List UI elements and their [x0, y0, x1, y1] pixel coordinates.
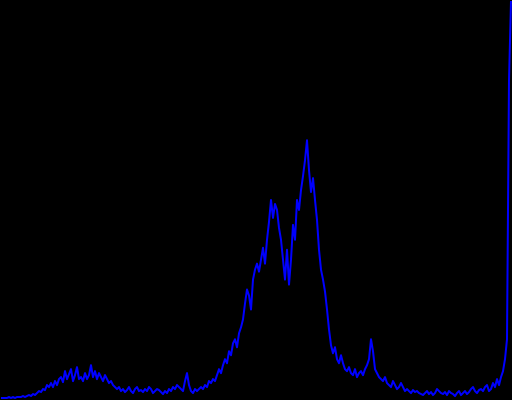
- page: (() => { const data = JSON.parse(documen…: [0, 0, 512, 400]
- histogram-line: [1, 0, 512, 400]
- chart: [0, 0, 512, 400]
- background: [0, 0, 512, 400]
